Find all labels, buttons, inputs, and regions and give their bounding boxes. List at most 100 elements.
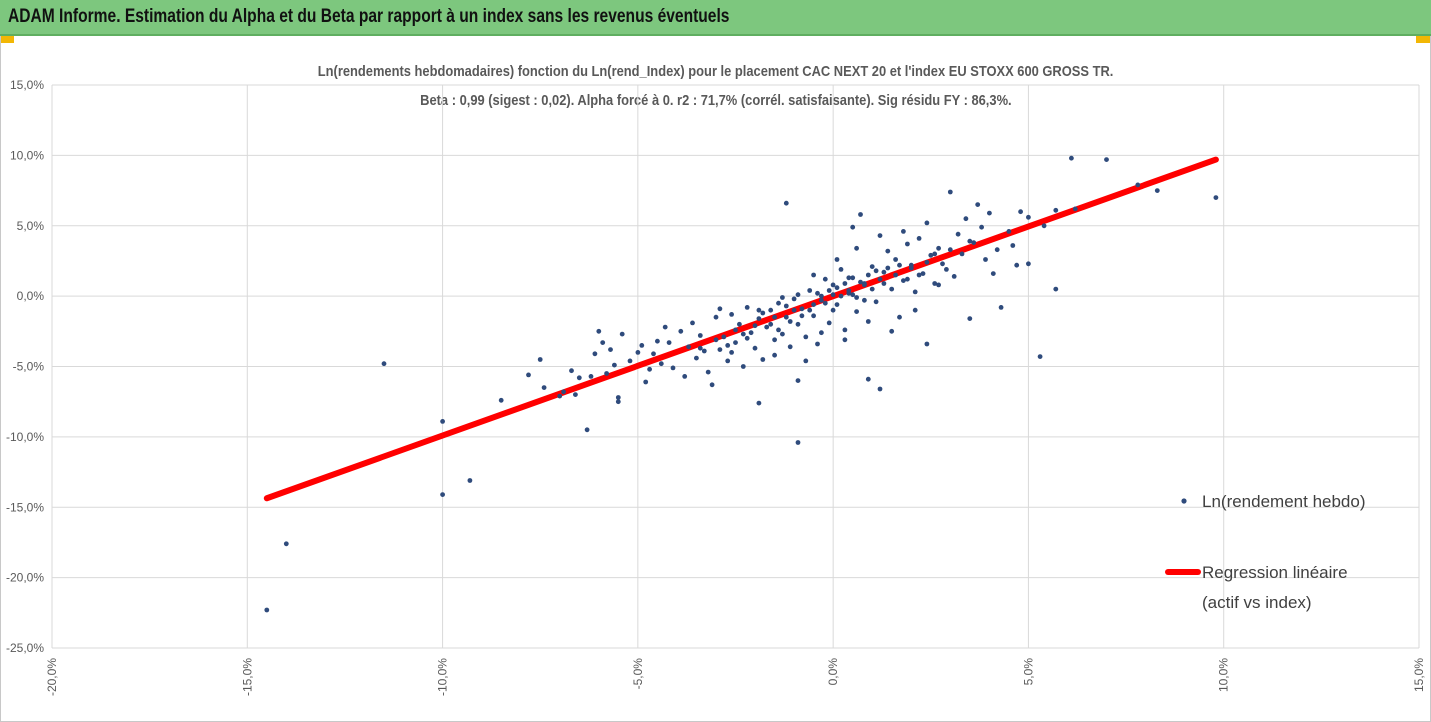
data-point <box>987 210 992 216</box>
data-point <box>440 419 445 424</box>
data-point <box>639 343 645 348</box>
data-point <box>1037 354 1043 359</box>
data-point <box>947 189 953 195</box>
data-point <box>573 392 578 397</box>
data-point <box>627 358 633 364</box>
data-point <box>924 220 930 226</box>
data-point <box>901 229 906 234</box>
data-point <box>701 348 707 354</box>
chart-axis-ticks: 15,0% 10,0% 5,0% 0,0% -5,0% -10,0% -15,0% -20,0… <box>6 78 1426 696</box>
data-point <box>721 334 727 340</box>
data-point <box>612 362 617 368</box>
data-point <box>381 361 387 367</box>
data-point <box>822 276 828 282</box>
data-point <box>725 343 731 348</box>
legend-marker-points <box>1181 498 1187 504</box>
data-point <box>783 314 789 320</box>
data-point <box>615 395 621 400</box>
data-point <box>557 393 563 399</box>
data-point <box>799 306 805 312</box>
data-point <box>963 216 969 222</box>
data-point <box>697 345 703 351</box>
data-point <box>697 333 703 338</box>
data-point <box>865 272 871 278</box>
data-point <box>694 355 699 361</box>
data-point <box>541 385 547 390</box>
data-point <box>787 319 793 324</box>
y-tick-label: -20,0% <box>6 571 44 585</box>
data-point <box>713 314 719 320</box>
data-point <box>869 286 875 292</box>
y-tick-label: 5,0% <box>17 219 45 233</box>
data-point <box>670 365 676 371</box>
data-point <box>635 350 641 355</box>
data-point <box>717 347 723 352</box>
data-point <box>791 296 797 302</box>
data-point <box>858 279 863 285</box>
data-point <box>725 358 731 364</box>
data-point <box>893 257 898 262</box>
data-point <box>830 282 836 288</box>
regression-line <box>263 156 1219 502</box>
data-point <box>826 320 832 326</box>
chart-plot-area <box>263 155 1219 613</box>
data-point <box>756 400 762 406</box>
data-point <box>924 341 930 347</box>
data-point <box>795 292 801 298</box>
report-title: ADAM Informe. Estimation du Alpha et du … <box>8 6 730 27</box>
data-point <box>1026 214 1031 220</box>
y-tick-label: 10,0% <box>10 148 44 162</box>
data-point <box>655 338 660 344</box>
data-point <box>846 288 852 293</box>
data-point <box>713 337 719 343</box>
data-point <box>967 238 973 244</box>
data-point <box>905 241 910 247</box>
data-point <box>678 328 684 334</box>
data-point <box>772 314 777 320</box>
data-point <box>604 371 609 376</box>
data-point <box>807 288 813 293</box>
data-point <box>971 240 977 246</box>
data-point <box>1072 206 1078 212</box>
data-point <box>830 307 836 313</box>
data-point <box>846 275 852 281</box>
data-point <box>830 292 836 298</box>
data-point <box>799 313 805 319</box>
y-tick-label: -15,0% <box>6 500 44 514</box>
data-point <box>877 233 883 239</box>
data-point <box>897 262 902 268</box>
data-point <box>783 200 789 206</box>
data-point <box>783 303 789 309</box>
data-point <box>854 295 859 300</box>
data-point <box>838 293 844 299</box>
data-point <box>776 300 781 306</box>
data-point <box>983 257 988 262</box>
data-point <box>498 397 504 403</box>
banner-corner-left <box>0 36 14 43</box>
data-point <box>729 350 734 355</box>
data-point <box>756 307 762 313</box>
data-point <box>1053 207 1059 213</box>
data-point <box>803 358 809 364</box>
data-point <box>776 327 781 333</box>
data-point <box>850 292 856 298</box>
data-point <box>1135 182 1141 188</box>
data-point <box>826 288 832 293</box>
y-tick-label: 15,0% <box>10 78 44 92</box>
data-point <box>1006 229 1012 234</box>
data-point <box>955 231 961 237</box>
data-point <box>1026 261 1031 267</box>
data-point <box>811 302 816 307</box>
data-point <box>608 347 613 352</box>
data-point <box>666 340 672 345</box>
data-point <box>940 261 945 267</box>
data-point <box>842 337 848 343</box>
data-point <box>822 300 828 306</box>
x-tick-label: 15,0% <box>1412 658 1426 692</box>
x-tick-label: -5,0% <box>631 658 645 690</box>
data-point <box>1104 157 1109 163</box>
data-point <box>733 327 738 333</box>
data-point <box>975 202 981 208</box>
data-point <box>916 236 922 241</box>
